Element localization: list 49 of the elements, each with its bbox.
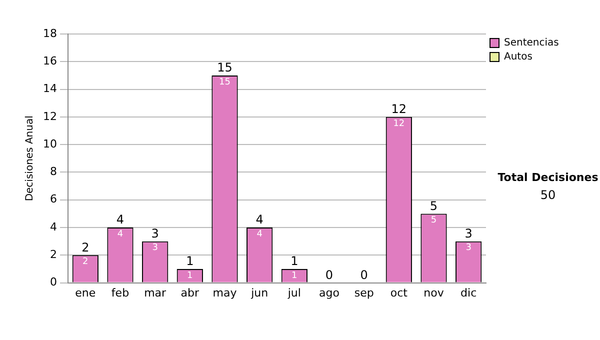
data-label: 15 [219,77,230,88]
total-label: 15 [217,60,232,75]
x-tick-label: oct [390,286,408,300]
y-tick-label: 4 [50,220,57,234]
data-label: 1 [292,270,298,281]
data-label: 3 [466,243,472,254]
x-tick-label: jun [250,286,268,300]
data-label: 4 [117,229,124,240]
total-label: 0 [325,268,334,282]
x-tick-label: nov [424,286,444,300]
total-label: 5 [430,198,438,213]
data-label: 3 [152,243,158,254]
total-label: 3 [151,226,159,240]
y-tick-label: 14 [42,82,57,96]
total-label: 2 [82,240,90,254]
total-label: 4 [116,212,124,227]
y-tick-label: 8 [50,165,57,178]
legend-label: Autos [504,52,532,63]
x-tick-label: feb [111,286,130,300]
y-tick-label: 0 [50,276,57,289]
x-tick-label: dic [460,286,477,300]
data-label: 1 [187,270,193,281]
x-tick-label: sep [354,286,374,300]
total-label: 0 [360,268,368,282]
x-tick-label: mar [144,286,167,300]
y-tick-label: 12 [42,110,57,123]
x-tick-label: ene [75,286,96,300]
y-tick-label: 2 [50,248,57,262]
total-label: 3 [464,226,472,240]
y-tick-label: 6 [50,192,57,206]
total-label: 1 [290,254,298,268]
data-label: 12 [393,118,405,129]
total-label: 4 [256,212,264,227]
data-label: 5 [430,216,437,226]
text: Total Decisiones [498,170,599,184]
data-label: 2 [82,257,88,267]
total-label: 12 [391,102,407,116]
x-tick-label: ago [319,286,340,300]
y-axis-title: Decisiones Anual [24,116,36,202]
x-tick-label: may [212,286,238,300]
y-tick-label: 18 [42,26,57,40]
text: 50 [540,188,556,202]
total-label: 1 [186,254,194,268]
data-label: 4 [256,229,263,240]
x-tick-label: jul [286,286,301,300]
y-tick-label: 10 [42,137,57,150]
legend-label: Sentencias [504,38,559,49]
y-tick-label: 16 [42,54,57,68]
x-tick-label: abr [180,286,200,300]
